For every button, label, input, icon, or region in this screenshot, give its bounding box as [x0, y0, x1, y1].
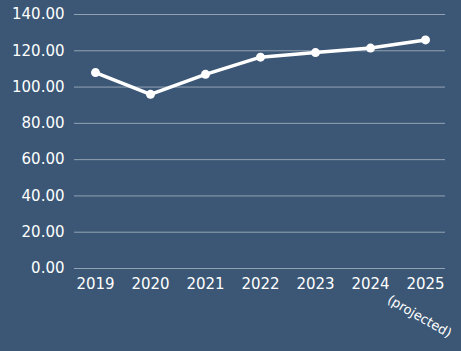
svg-text:(projected): (projected) — [385, 292, 454, 341]
svg-text:100.00: 100.00 — [12, 78, 65, 96]
svg-text:2024: 2024 — [351, 275, 389, 293]
svg-text:60.00: 60.00 — [22, 150, 65, 168]
svg-text:20.00: 20.00 — [22, 223, 65, 241]
svg-text:2021: 2021 — [186, 275, 224, 293]
svg-text:120.00: 120.00 — [12, 42, 65, 60]
svg-text:80.00: 80.00 — [22, 114, 65, 132]
svg-text:2019: 2019 — [76, 275, 114, 293]
svg-text:2023: 2023 — [296, 275, 334, 293]
svg-text:0.00: 0.00 — [31, 259, 64, 277]
svg-text:40.00: 40.00 — [22, 187, 65, 205]
svg-text:2020: 2020 — [131, 275, 169, 293]
svg-text:140.00: 140.00 — [12, 5, 65, 23]
svg-text:2025: 2025 — [406, 275, 444, 293]
svg-text:2022: 2022 — [241, 275, 279, 293]
